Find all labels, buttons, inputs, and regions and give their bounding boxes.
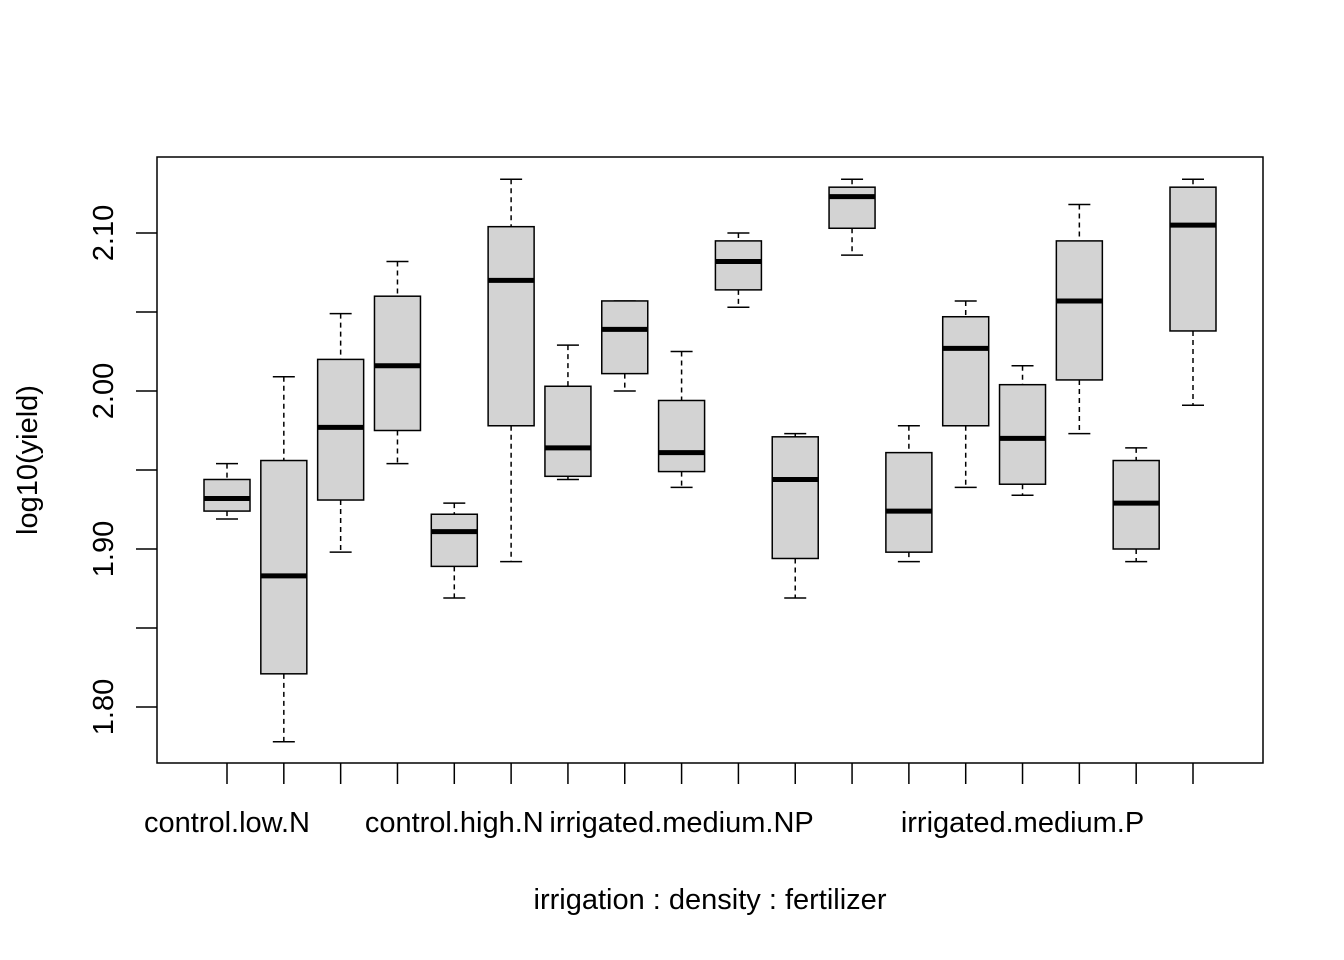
iqr-box	[885, 451, 933, 553]
x-tick-label: irrigated.medium.NP	[549, 807, 813, 839]
iqr-box	[544, 385, 592, 478]
box-15	[998, 364, 1047, 497]
box-14	[941, 300, 990, 489]
iqr-box	[941, 315, 990, 427]
y-tick-label: 1.80	[88, 679, 120, 735]
box-6	[487, 178, 535, 563]
iqr-box	[430, 513, 479, 568]
box-7	[544, 344, 592, 481]
iqr-box	[203, 478, 251, 512]
y-tick-label: 2.00	[88, 363, 120, 419]
iqr-box	[1169, 186, 1217, 332]
box-8	[601, 300, 649, 392]
iqr-box	[657, 399, 706, 473]
box-16	[1055, 203, 1104, 435]
y-axis-title: log10(yield)	[12, 385, 44, 535]
box-12	[828, 178, 876, 256]
box-17	[1112, 447, 1160, 563]
iqr-box	[1055, 240, 1104, 381]
y-tick-label: 2.10	[88, 205, 120, 261]
x-tick-label: control.low.N	[144, 807, 310, 839]
iqr-box	[771, 436, 819, 560]
box-18	[1169, 178, 1217, 406]
box-9	[657, 350, 706, 489]
iqr-box	[260, 459, 308, 675]
box-4	[373, 260, 422, 465]
x-axis: control.low.N control.high.N irrigated.med…	[144, 763, 1194, 839]
box-11	[771, 432, 819, 599]
box-13	[885, 425, 933, 563]
box-3	[316, 312, 365, 553]
boxes-group	[203, 178, 1217, 743]
iqr-box	[714, 240, 763, 291]
y-tick-label: 1.90	[88, 521, 120, 577]
x-axis-title: irrigation : density : fertilizer	[534, 884, 887, 916]
plot-frame	[156, 156, 1264, 764]
x-tick-label: control.high.N	[365, 807, 544, 839]
box-1	[203, 462, 251, 520]
y-axis: 1.80 1.90 2.00 2.10	[88, 205, 157, 735]
iqr-box	[828, 186, 876, 230]
box-10	[714, 232, 763, 309]
iqr-box	[487, 225, 535, 427]
iqr-box	[998, 383, 1047, 485]
box-5	[430, 502, 479, 599]
x-tick-label: irrigated.medium.P	[901, 807, 1144, 839]
iqr-box	[601, 300, 649, 375]
box-2	[260, 376, 308, 743]
